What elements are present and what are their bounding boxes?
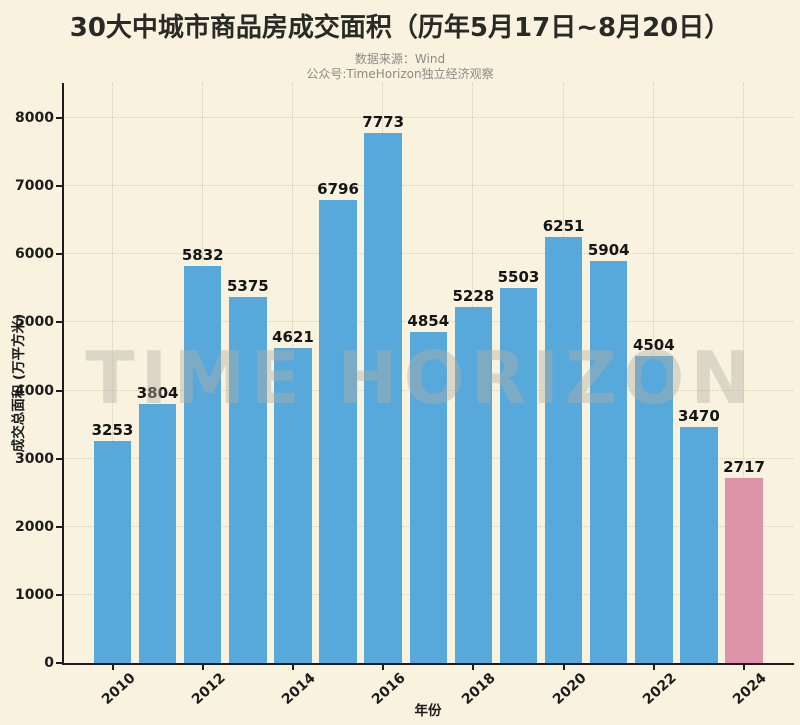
bar-value-label-2014: 4621 — [272, 328, 314, 347]
chart-title: 30大中城市商品房成交面积（历年5月17日~8月20日） — [69, 13, 731, 43]
x-axis-tick — [201, 665, 204, 670]
y-axis-tick — [56, 117, 62, 119]
y-axis-tick — [56, 457, 62, 460]
bar-value-label-2013: 5375 — [226, 276, 269, 295]
bar-2020 — [544, 237, 583, 663]
bar-value-label-2021: 5904 — [587, 240, 630, 259]
bar-value-label-2019: 5503 — [497, 268, 540, 287]
bar-value-label-2012: 5832 — [181, 245, 224, 264]
bar-2018 — [454, 306, 493, 663]
bar-2011 — [138, 403, 177, 663]
x-axis-label: 年份 — [414, 703, 442, 719]
bar-2014 — [274, 348, 312, 663]
bar-value-label-2024: 2717 — [723, 457, 765, 476]
x-axis-tick — [743, 665, 746, 670]
bar-value-label-2010: 3253 — [91, 421, 134, 440]
bar-value-label-2016: 7773 — [362, 113, 405, 132]
bar-value-label-2020: 6251 — [542, 217, 585, 236]
bar-2015 — [319, 200, 357, 663]
y-axis-tick — [56, 389, 62, 392]
y-tick-label: 0 — [44, 655, 54, 671]
bar-2024 — [725, 477, 763, 663]
x-axis-tick — [291, 665, 294, 670]
y-axis-tick — [56, 525, 62, 528]
y-tick-label: 2000 — [15, 518, 54, 535]
x-axis-tick — [652, 665, 655, 670]
bar-2010 — [93, 441, 132, 663]
y-tick-label: 8000 — [15, 110, 54, 126]
bar-2012 — [183, 265, 222, 663]
account-line: 公众号:TimeHorizon独立经济观察 — [306, 67, 494, 81]
y-axis-tick — [56, 185, 62, 188]
x-gridline — [743, 83, 745, 663]
y-tick-label: 7000 — [15, 178, 54, 195]
bar-value-label-2011: 3804 — [136, 383, 179, 402]
bar-2017 — [409, 332, 448, 663]
bar-2021 — [589, 260, 628, 663]
bar-2022 — [635, 356, 673, 663]
y-axis-tick — [56, 253, 62, 256]
y-tick-label: 4000 — [15, 382, 54, 399]
bar-value-label-2018: 5228 — [452, 286, 495, 305]
y-tick-label: 6000 — [15, 246, 54, 263]
y-tick-label: 1000 — [15, 586, 54, 603]
y-axis-tick — [56, 662, 62, 664]
y-tick-label: 5000 — [15, 314, 54, 331]
x-axis-tick — [562, 665, 565, 670]
y-axis-spine — [62, 83, 64, 665]
bar-2013 — [229, 296, 267, 663]
x-axis-spine — [62, 663, 794, 665]
x-gridline — [111, 83, 113, 663]
x-axis-tick — [111, 665, 114, 670]
bar-value-label-2023: 3470 — [678, 406, 720, 425]
bar-value-label-2022: 4504 — [632, 336, 675, 355]
y-axis-tick — [56, 321, 62, 324]
y-gridline — [63, 185, 793, 187]
bar-2023 — [680, 426, 718, 663]
y-axis-tick — [56, 593, 62, 596]
bar-2019 — [499, 288, 538, 663]
data-source-line: 数据来源：Wind — [354, 52, 446, 66]
y-gridline — [63, 321, 793, 323]
y-gridline — [63, 117, 793, 118]
y-gridline — [63, 253, 793, 255]
x-axis-tick — [382, 665, 385, 670]
y-tick-label: 3000 — [15, 450, 54, 467]
bar-value-label-2015: 6796 — [317, 180, 359, 199]
x-axis-tick — [472, 665, 475, 670]
bar-2016 — [364, 133, 402, 663]
bar-value-label-2017: 4854 — [407, 312, 450, 331]
